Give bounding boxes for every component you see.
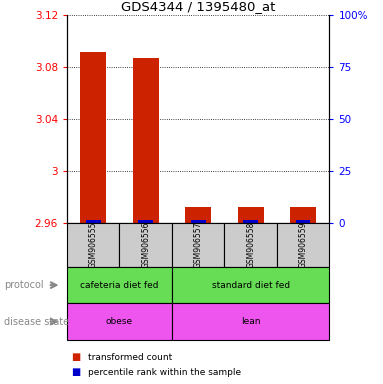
Text: GSM906558: GSM906558 (246, 222, 255, 268)
Text: protocol: protocol (4, 280, 43, 290)
Bar (138, 220, 153, 223)
Bar (172, 303, 329, 340)
Text: GSM906556: GSM906556 (141, 222, 150, 268)
Bar (224, 223, 277, 267)
Bar (296, 220, 311, 223)
Text: GSM906559: GSM906559 (299, 222, 308, 268)
Bar (67, 267, 172, 303)
Bar (172, 223, 224, 267)
Bar (185, 207, 211, 223)
Text: standard diet fed: standard diet fed (212, 281, 290, 290)
Text: GSM906555: GSM906555 (89, 222, 98, 268)
Bar (119, 223, 172, 267)
Title: GDS4344 / 1395480_at: GDS4344 / 1395480_at (121, 0, 275, 13)
Text: percentile rank within the sample: percentile rank within the sample (88, 368, 241, 377)
Bar (67, 303, 172, 340)
Text: transformed count: transformed count (88, 353, 172, 362)
Text: ■: ■ (71, 367, 80, 377)
Text: disease state: disease state (4, 316, 69, 327)
Bar (290, 207, 316, 223)
Bar (243, 220, 258, 223)
Bar (172, 267, 329, 303)
Bar (277, 223, 329, 267)
Text: lean: lean (241, 317, 260, 326)
Bar (86, 220, 101, 223)
Text: GSM906557: GSM906557 (194, 222, 203, 268)
Text: cafeteria diet fed: cafeteria diet fed (80, 281, 159, 290)
Bar (133, 58, 159, 223)
Text: obese: obese (106, 317, 133, 326)
Bar (237, 207, 264, 223)
Bar (80, 51, 106, 223)
Bar (67, 223, 119, 267)
Text: ■: ■ (71, 352, 80, 362)
Bar (191, 220, 206, 223)
